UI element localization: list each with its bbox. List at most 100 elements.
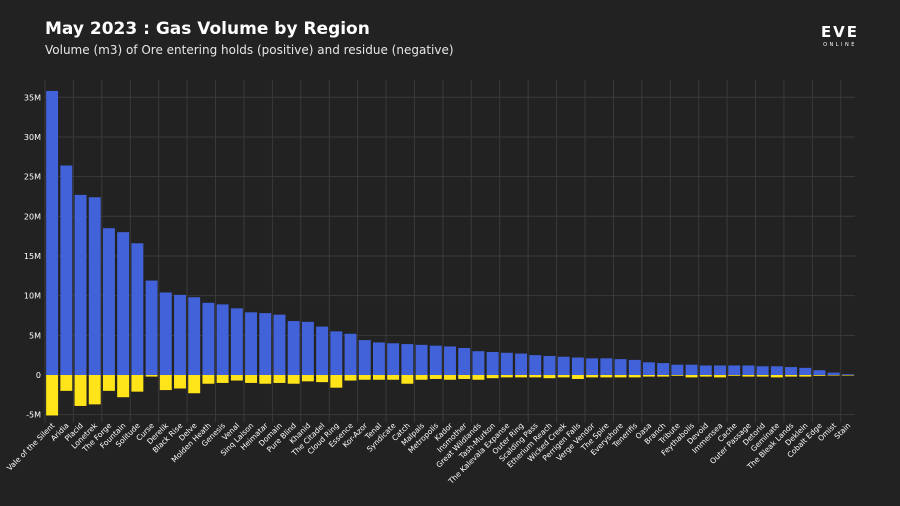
bar-negative bbox=[415, 375, 428, 380]
bar-negative bbox=[529, 375, 542, 378]
bar-positive bbox=[401, 344, 414, 375]
bar-negative bbox=[216, 375, 229, 383]
bar-positive bbox=[586, 358, 599, 375]
bar-negative bbox=[117, 375, 130, 398]
bar-positive bbox=[216, 304, 229, 375]
bar-positive bbox=[827, 372, 840, 375]
bar-positive bbox=[543, 355, 556, 375]
bar-negative bbox=[586, 375, 599, 378]
bar-positive bbox=[699, 365, 712, 375]
bar-negative bbox=[230, 375, 243, 381]
bar-negative bbox=[571, 375, 584, 379]
bar-positive bbox=[486, 351, 499, 375]
bar-negative bbox=[657, 375, 670, 377]
bar-positive bbox=[529, 355, 542, 375]
bar-negative bbox=[515, 375, 528, 378]
bar-negative bbox=[543, 375, 556, 379]
y-tick-label: 25M bbox=[24, 173, 41, 182]
bar-negative bbox=[372, 375, 385, 380]
bar-positive bbox=[287, 321, 300, 375]
x-tick-label: Vale of the Silent bbox=[5, 421, 56, 472]
bar-positive bbox=[131, 243, 144, 375]
bar-positive bbox=[557, 356, 570, 375]
bar-negative bbox=[401, 375, 414, 384]
bar-negative bbox=[699, 375, 712, 377]
bar-positive bbox=[387, 343, 400, 375]
bar-positive bbox=[344, 333, 357, 375]
bar-positive bbox=[159, 292, 172, 375]
bar-negative bbox=[685, 375, 698, 378]
bar-negative bbox=[344, 375, 357, 381]
bar-positive bbox=[742, 365, 755, 375]
bar-positive bbox=[770, 366, 783, 375]
logo-main-text: EVE bbox=[821, 23, 859, 41]
bar-negative bbox=[827, 375, 840, 376]
bar-negative bbox=[614, 375, 627, 378]
bar-positive bbox=[88, 197, 101, 375]
bar-negative bbox=[742, 375, 755, 377]
bar-positive bbox=[316, 326, 329, 375]
bar-negative bbox=[770, 375, 783, 378]
bar-positive bbox=[429, 345, 442, 375]
bar-negative bbox=[813, 375, 826, 376]
bar-negative bbox=[728, 375, 741, 376]
bar-positive bbox=[472, 351, 485, 375]
bar-positive bbox=[571, 357, 584, 375]
bar-negative bbox=[429, 375, 442, 379]
bar-negative bbox=[188, 375, 201, 394]
bar-positive bbox=[74, 194, 87, 375]
bar-positive bbox=[671, 364, 684, 375]
bar-positive bbox=[415, 344, 428, 375]
y-tick-label: 5M bbox=[29, 331, 41, 340]
bar-positive bbox=[358, 340, 371, 375]
bar-negative bbox=[88, 375, 101, 405]
bar-negative bbox=[600, 375, 613, 378]
bar-negative bbox=[444, 375, 456, 380]
bar-negative bbox=[671, 375, 684, 376]
bar-positive bbox=[60, 165, 73, 375]
bar-positive bbox=[756, 366, 769, 375]
bar-negative bbox=[131, 375, 144, 392]
bar-negative bbox=[642, 375, 655, 377]
bar-negative bbox=[785, 375, 798, 377]
bar-negative bbox=[46, 375, 59, 416]
bar-negative bbox=[145, 375, 158, 377]
y-tick-labels: -5M 0 5M 10M 15M 20M 25M 30M 35M bbox=[24, 93, 41, 419]
bar-positive bbox=[728, 365, 741, 375]
bar-negative bbox=[557, 375, 570, 378]
bar-negative bbox=[202, 375, 215, 384]
bar-negative bbox=[472, 375, 485, 380]
bar-negative bbox=[500, 375, 513, 378]
bar-positive bbox=[245, 312, 258, 375]
chart-title: May 2023 : Gas Volume by Region bbox=[45, 19, 370, 39]
bar-positive bbox=[841, 374, 854, 375]
bar-negative bbox=[756, 375, 769, 377]
bar-negative bbox=[358, 375, 371, 380]
bar-positive bbox=[642, 362, 655, 375]
bar-negative bbox=[628, 375, 641, 378]
bar-positive bbox=[174, 294, 186, 375]
bar-negative bbox=[301, 375, 314, 382]
bar-negative bbox=[245, 375, 258, 383]
bar-positive bbox=[145, 280, 158, 375]
bar-negative bbox=[174, 375, 186, 389]
bar-negative bbox=[458, 375, 471, 379]
bar-positive bbox=[444, 346, 456, 375]
bar-positive bbox=[230, 308, 243, 375]
bar-positive bbox=[117, 232, 130, 375]
bar-positive bbox=[330, 331, 343, 375]
bar-positive bbox=[628, 359, 641, 375]
eve-online-logo: EVE ONLINE bbox=[821, 23, 859, 48]
bar-positive bbox=[301, 321, 314, 375]
bar-negative bbox=[714, 375, 726, 378]
bar-positive bbox=[657, 363, 670, 375]
bar-negative bbox=[841, 375, 854, 376]
bar-negative bbox=[60, 375, 73, 391]
x-tick-label: Stain bbox=[832, 421, 852, 441]
x-tick-labels: Vale of the SilentAridiaPlacidLonetrekTh… bbox=[5, 420, 852, 486]
y-tick-label: 0 bbox=[36, 371, 41, 380]
bar-positive bbox=[102, 228, 115, 375]
bar-negative bbox=[159, 375, 172, 391]
y-tick-label: 30M bbox=[24, 133, 41, 142]
bar-positive bbox=[202, 302, 215, 375]
